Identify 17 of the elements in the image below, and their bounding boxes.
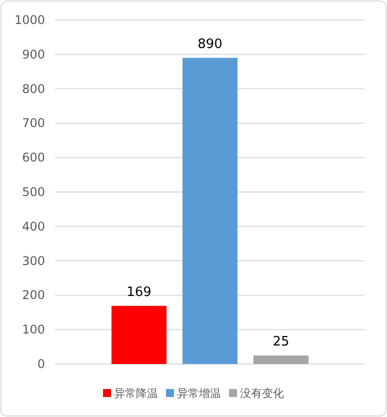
y-tick-label: 300	[22, 254, 45, 268]
legend-label: 异常降温	[114, 387, 158, 400]
y-tick-label: 400	[22, 219, 45, 234]
y-tick-label: 700	[22, 116, 45, 130]
y-tick-label: 600	[22, 150, 45, 165]
legend-label: 异常增温	[177, 387, 221, 400]
data-label: 25	[272, 334, 290, 350]
y-tick-label: 200	[22, 288, 45, 302]
y-tick-label: 0	[37, 357, 45, 371]
y-tick-label: 1000	[14, 13, 45, 27]
data-label: 169	[126, 284, 152, 300]
y-tick-label: 500	[22, 185, 45, 199]
y-tick-label: 100	[22, 322, 45, 337]
y-tick-label: 900	[22, 47, 45, 62]
legend-label: 没有变化	[240, 387, 284, 400]
data-label: 890	[198, 36, 222, 52]
y-tick-label: 800	[22, 82, 45, 96]
